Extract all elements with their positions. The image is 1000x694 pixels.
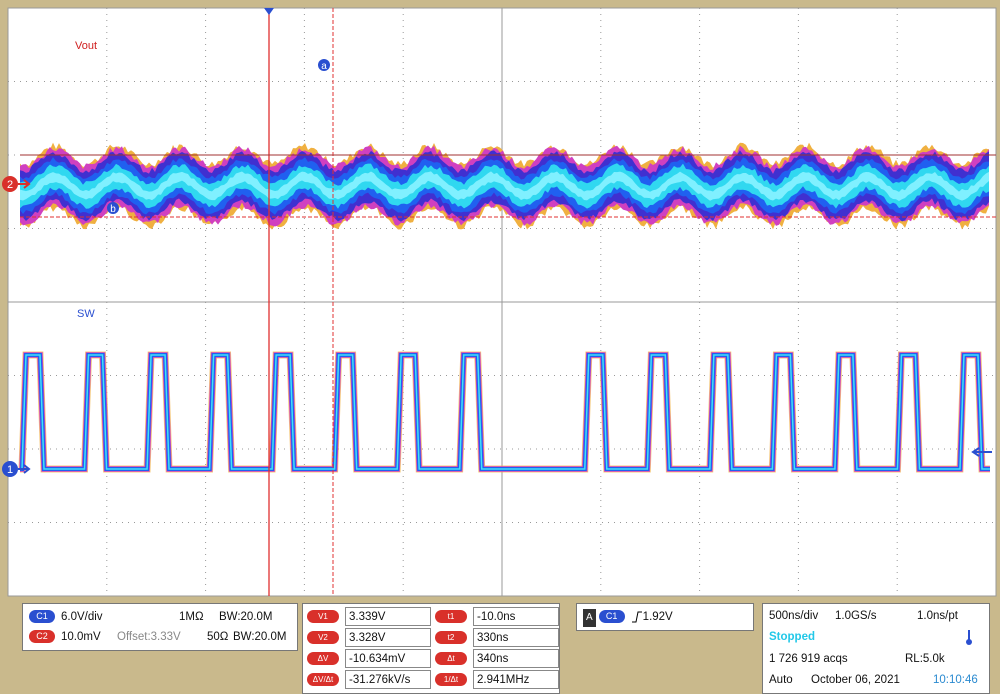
channel-marker	[2, 176, 18, 192]
cursor-badge: ΔV	[307, 652, 339, 665]
sample-rate: 1.0GS/s	[835, 610, 877, 622]
cursor-badge: V1	[307, 610, 339, 623]
cursor-value: 3.339V	[345, 607, 431, 626]
channel-bandwidth: BW:20.0M	[233, 631, 287, 643]
graticule	[8, 8, 996, 596]
trace-label: Vout	[75, 40, 97, 52]
cursor-badge: ΔV/Δt	[307, 673, 339, 686]
cursor-value: -10.634mV	[345, 649, 431, 668]
channel-marker-label: 1	[7, 464, 13, 476]
trigger-mode-label: Auto	[769, 674, 793, 686]
cursor-badge: t1	[435, 610, 467, 623]
cursor-value: 2.941MHz	[473, 670, 559, 689]
trigger-slope	[631, 611, 642, 623]
cursor-marker	[318, 59, 330, 71]
trace-label: SW	[77, 308, 95, 320]
cursor-marker-label: b	[110, 204, 116, 215]
record-length: RL:5.0k	[905, 653, 945, 665]
channel-arrow	[18, 179, 31, 189]
cursor-value: -31.276kV/s	[345, 670, 431, 689]
waveforms	[18, 142, 990, 473]
waveform-display: Vout SW a b 2 1	[2, 7, 997, 597]
cursor-badge: Δt	[435, 652, 467, 665]
channel-marker	[2, 461, 18, 477]
cursor-badge: 1/Δt	[435, 673, 467, 686]
cursor-marker	[107, 202, 119, 214]
channel-badge: C2	[29, 630, 55, 644]
timebase: 500ns/div	[769, 610, 819, 622]
trigger-mode: A	[583, 609, 596, 627]
acquisition-count: 1 726 919 acqs	[769, 653, 848, 665]
date: October 06, 2021	[811, 674, 900, 686]
channel-scale: 6.0V/div	[61, 611, 103, 623]
channel-marker-label: 2	[7, 179, 13, 191]
acquisition-panel: 500ns/div 1.0GS/s 1.0ns/pt Stopped 1 726…	[762, 603, 990, 694]
channel-badge: C1	[29, 610, 55, 624]
clock: 10:10:46	[933, 674, 978, 686]
trigger-source: C1	[598, 610, 625, 624]
cursor-value: 3.328V	[345, 628, 431, 647]
resolution: 1.0ns/pt	[917, 610, 958, 622]
cursor-marker-label: a	[321, 61, 327, 72]
channel-arrow	[18, 464, 31, 474]
noise-band	[20, 171, 989, 201]
cursor-value: 340ns	[473, 649, 559, 668]
channel-impedance: 50Ω	[207, 631, 229, 643]
sw-core	[20, 354, 990, 470]
cursor-badge: V2	[307, 631, 339, 644]
cursor-panel: V1 3.339V V2 3.328V ΔV -10.634mV ΔV/Δt -31.276k…	[302, 603, 560, 694]
channel-scale: 10.0mV	[61, 631, 101, 643]
channel-panel: C1 6.0V/div 1MΩ BW:20.0M C2 10.0mV Offset:…	[22, 603, 298, 651]
channel-impedance: 1MΩ	[179, 611, 204, 623]
cursor-value: -10.0ns	[473, 607, 559, 626]
trigger-panel: A C1 1.92V	[576, 603, 754, 631]
channel-offset: Offset:3.33V	[117, 631, 181, 643]
acquisition-state: Stopped	[769, 631, 815, 643]
channel-bandwidth: BW:20.0M	[219, 611, 273, 623]
trigger-level-arrow	[971, 447, 992, 457]
trigger-level: 1.92V	[642, 611, 673, 623]
cursor-badge: t2	[435, 631, 467, 644]
trigger-position	[264, 8, 274, 15]
state-icon	[966, 630, 972, 645]
cursor-value: 330ns	[473, 628, 559, 647]
